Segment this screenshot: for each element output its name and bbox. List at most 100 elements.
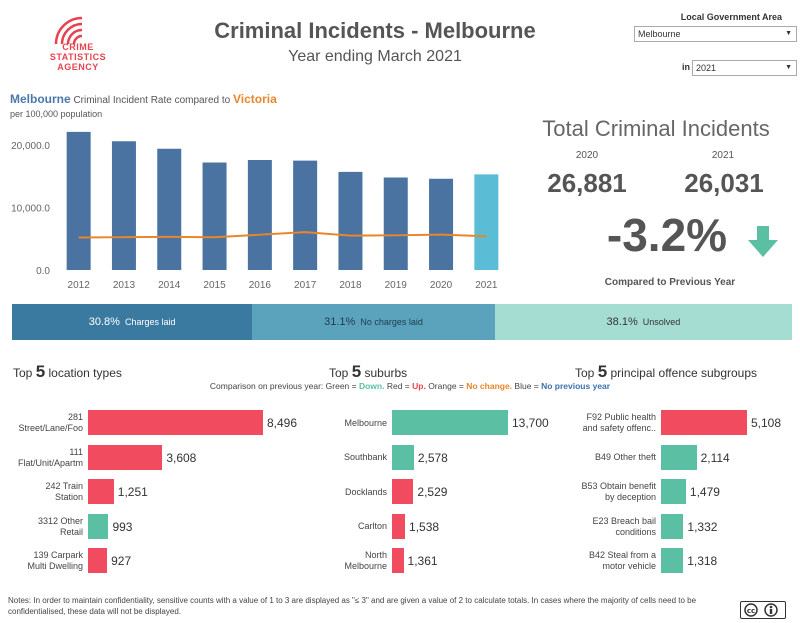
x-tick-label: 2016 [249,280,272,291]
bar-2015[interactable] [202,162,227,271]
x-tick-label: 2018 [339,280,362,291]
offence-label: B53 Obtain benefit by deception [581,481,656,502]
investigation-outcome-bar: 30.8% Charges laid 31.1% No charges laid 38.… [12,304,792,340]
outcome-label: Charges laid [124,317,176,327]
outcome-label: No charges laid [360,317,423,327]
bar-2016[interactable] [247,160,272,270]
offence-label: B49 Other theft [594,452,656,462]
x-tick-label: 2017 [294,280,317,291]
year-filter-prefix: in [682,62,690,72]
outcome-segment[interactable]: 38.1% Unsolved [494,304,792,340]
suburb-value: 1,538 [409,519,440,534]
outcome-label: Unsolved [642,317,681,327]
location-types-title: Top 5 location types [13,362,122,381]
location-type-value: 8,496 [267,416,298,430]
victoria-rate-line [78,231,487,239]
year-dropdown-value: 2021 [696,63,717,73]
location-type-value: 927 [111,554,132,568]
location-type-value: 3,608 [166,450,197,465]
y-tick-label: 0.0 [36,266,50,277]
suburb-bar[interactable] [392,479,414,504]
location-type-label: 242 Train Station [45,481,83,502]
offence-bar[interactable] [661,513,684,539]
offence-bar[interactable] [661,548,684,573]
heading-victoria: Victoria [232,92,277,106]
offence-bar[interactable] [661,444,697,470]
suburb-bar[interactable] [392,548,404,573]
arrow-down-icon [748,226,778,257]
bar-2017[interactable] [293,160,318,270]
offence-label: F92 Public health and safety offenc.. [582,412,656,433]
comparison-legend: Comparison on previous year: Green = Dow… [209,381,611,391]
suburb-bar[interactable] [392,513,406,539]
offence-bar[interactable] [661,479,686,504]
suburb-value: 1,361 [407,554,438,568]
suburb-label: Melbourne [344,417,387,428]
outcome-segment[interactable]: 31.1% No charges laid [252,304,495,340]
outcome-percent: 31.1% [324,316,356,328]
total-incidents-title: Total Criminal Incidents [542,116,770,141]
page-title: Criminal Incidents - Melbourne [214,18,536,43]
x-tick-label: 2014 [158,280,181,291]
offences-title: Top 5 principal offence subgroups [575,362,758,381]
offence-bar[interactable] [661,410,747,435]
x-tick-label: 2020 [430,280,453,291]
location-type-bar[interactable] [88,444,163,470]
rate-chart: 0.0 10,000.0 20,000.0 2012 2013 2014 2015 2016 2… [11,131,499,291]
creative-commons-by-icon[interactable]: cc [740,601,786,619]
x-tick-label: 2019 [385,280,408,291]
location-type-label: 139 Carpark Multi Dwelling [27,550,83,571]
suburb-label: Southbank [343,452,387,462]
outcome-segment[interactable]: 30.8% Charges laid [12,304,253,340]
confidentiality-notes: Notes: In order to maintain confidential… [8,596,697,616]
location-type-bar[interactable] [88,548,108,573]
current-year-total: 26,031 [684,168,764,198]
previous-year-label: 2020 [575,150,599,161]
y-tick-label: 10,000.0 [11,204,50,215]
crime-statistics-agency-logo-icon [54,16,83,45]
previous-year-total: 26,881 [547,168,627,198]
bar-2021[interactable] [474,174,499,270]
bar-2020[interactable] [429,178,454,270]
location-type-bar[interactable] [88,479,114,504]
offence-value: 5,108 [751,416,782,430]
suburb-bar[interactable] [392,410,508,435]
suburb-label: Carlton [357,521,387,531]
location-type-label: 111 Flat/Unit/Apartm [17,446,83,468]
bar-2014[interactable] [157,148,182,270]
suburb-value: 2,529 [417,485,448,499]
svg-text:cc: cc [747,607,755,615]
lga-dropdown[interactable]: Melbourne ▼ [634,26,797,42]
year-dropdown[interactable]: 2021 ▼ [692,60,797,76]
suburb-label: North Melbourne [344,550,387,571]
suburb-bar[interactable] [392,444,414,470]
bar-2018[interactable] [338,171,363,270]
page-subtitle: Year ending March 2021 [288,48,462,65]
offence-value: 1,332 [687,519,718,534]
x-tick-label: 2013 [113,280,136,291]
outcome-percent: 38.1% [606,316,638,328]
rate-chart-heading: Melbourne Criminal Incident Rate compare… [10,92,277,106]
current-year-label: 2021 [711,150,735,161]
offence-value: 1,479 [689,485,720,499]
offence-value: 1,318 [687,554,718,568]
suburb-value: 13,700 [512,416,549,430]
heading-melbourne: Melbourne [10,92,71,106]
dropdown-arrow-icon: ▼ [785,30,792,37]
bar-2019[interactable] [383,177,408,271]
location-type-bar[interactable] [88,513,109,539]
bar-2012[interactable] [66,131,91,270]
bar-2013[interactable] [111,141,136,270]
outcome-percent: 30.8% [88,316,120,328]
location-type-label: 281 Street/Lane/Foo [18,412,83,433]
dropdown-arrow-icon: ▼ [785,64,792,71]
location-type-bar[interactable] [88,410,263,435]
rate-chart-subheading: per 100,000 population [10,109,103,119]
offence-label: B42 Steal from a motor vehicle [588,550,656,571]
offence-label: E23 Breach bail conditions [592,515,656,537]
x-tick-label: 2012 [68,280,91,291]
location-type-label: 3312 Other Retail [37,515,83,537]
suburb-label: Docklands [344,486,387,497]
lga-dropdown-value: Melbourne [638,29,681,39]
x-tick-label: 2021 [475,280,498,291]
